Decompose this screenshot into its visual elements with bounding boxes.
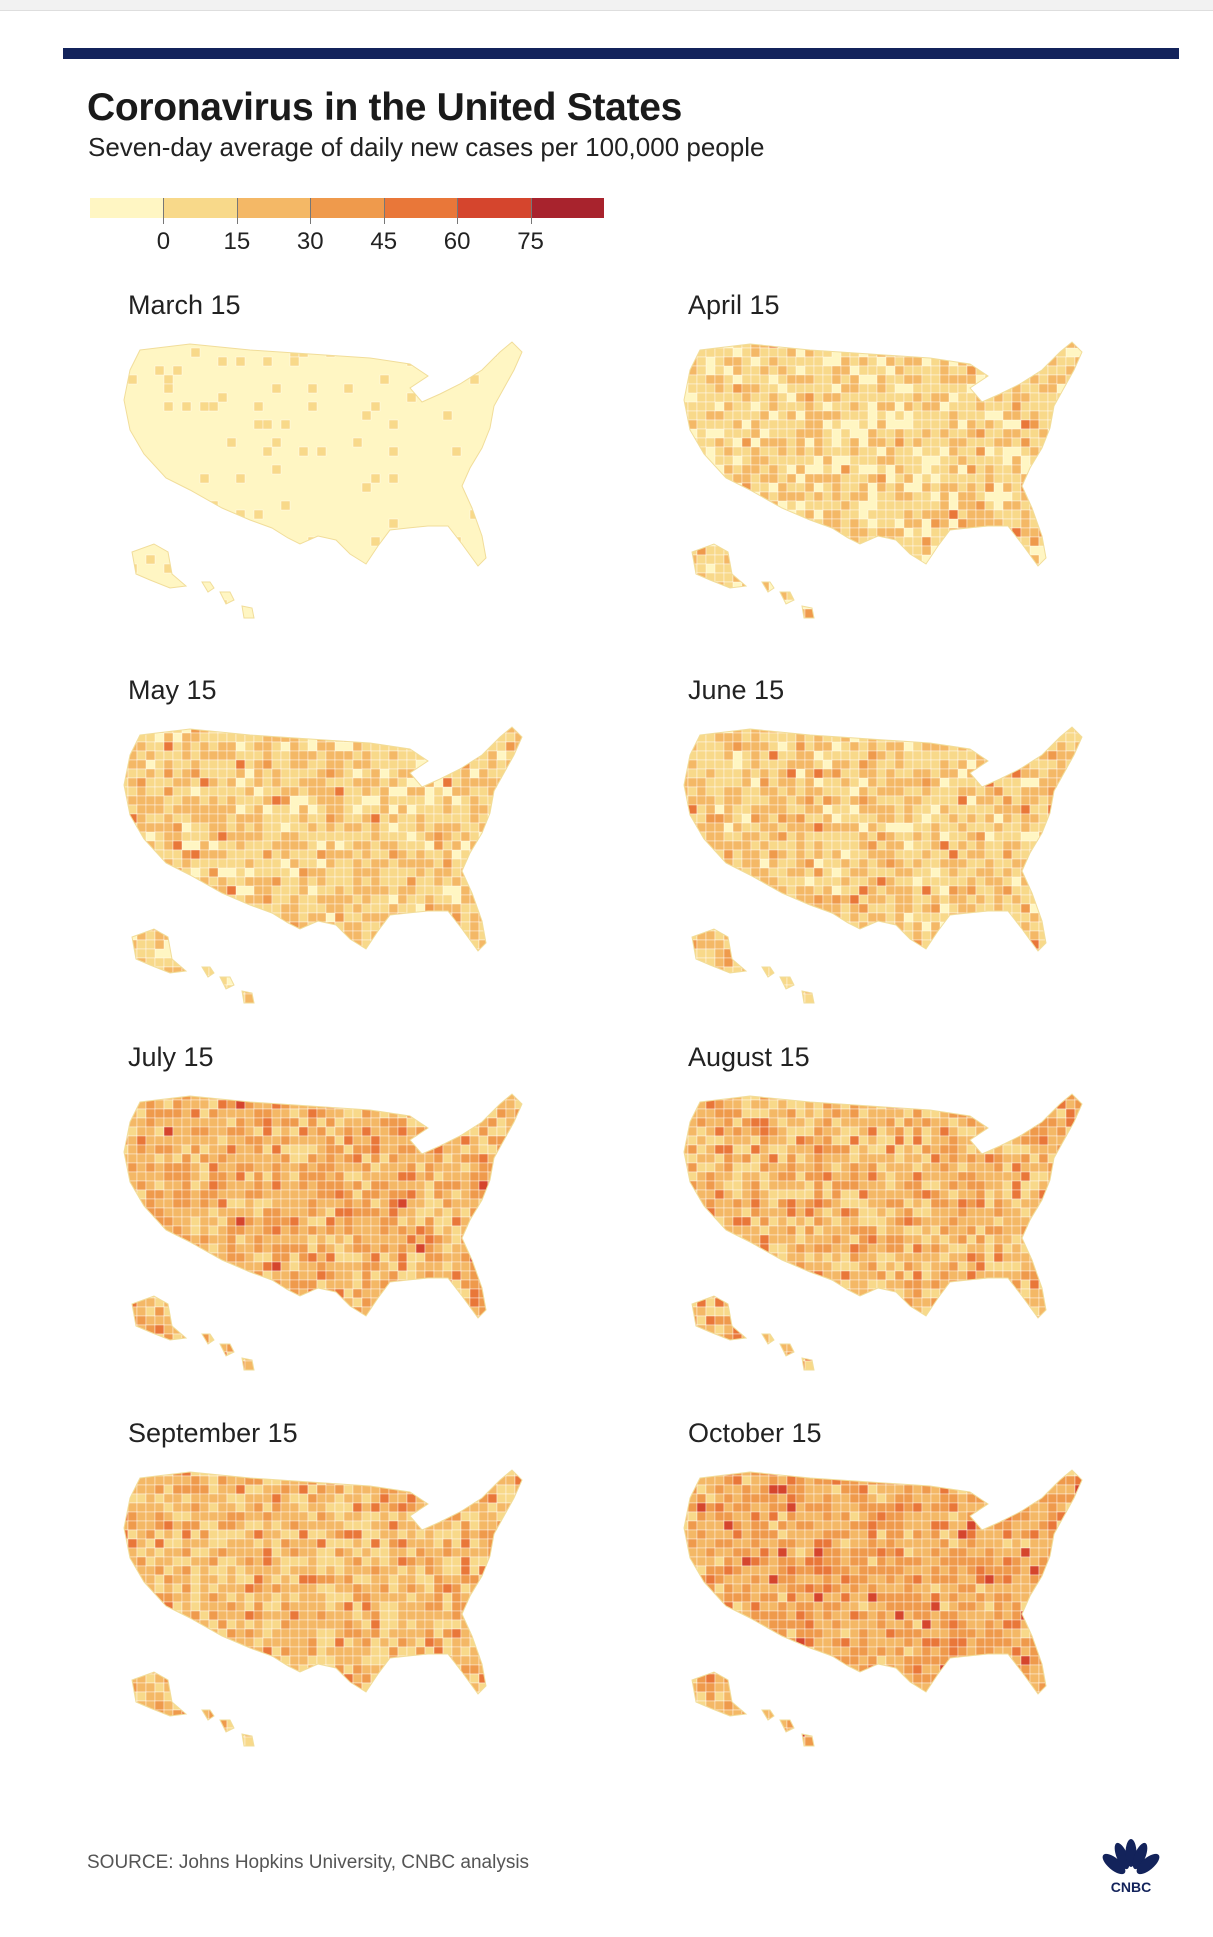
map-panel-label: April 15 [688,290,780,320]
map-outline [123,726,523,1004]
map-panel: October 15 [650,1418,1130,1778]
map-outline [123,1469,523,1747]
legend-tick [530,198,532,224]
map-panel: September 15 [90,1418,570,1778]
logo-text: CNBC [1111,1879,1151,1894]
map-panel-label: May 15 [128,675,217,705]
map-outline [123,1093,523,1371]
map-panel: March 15 [90,290,570,650]
us-county-map [123,1469,523,1747]
map-outline [683,1469,1083,1747]
us-county-map [683,726,1083,1004]
county-cells [124,1094,522,1370]
legend-label: 75 [517,228,544,255]
county-cells [124,1470,522,1746]
map-panel-label: July 15 [128,1042,214,1072]
map-panel: April 15 [650,290,1130,650]
county-cells [684,1094,1082,1370]
map-outline [123,341,523,619]
map-panel-label: March 15 [128,290,241,320]
map-panel: June 15 [650,675,1130,1035]
chart-subtitle: Seven-day average of daily new cases per… [88,132,765,162]
legend-swatch-0 [90,198,164,218]
us-county-map [123,726,523,1004]
us-county-map [683,341,1083,619]
map-panel: May 15 [90,675,570,1035]
us-county-map [123,341,523,619]
legend-tick [163,198,165,224]
legend-swatch-5 [457,198,531,218]
map-panel-label: June 15 [688,675,785,705]
map-panel-label: August 15 [688,1042,810,1072]
legend-label: 15 [223,228,251,255]
peacock-icon: CNBC [1102,1839,1160,1895]
map-outline [683,726,1083,1004]
legend-swatch-6 [530,198,604,218]
map-panel: August 15 [650,1042,1130,1402]
chart-title: Coronavirus in the United States [87,86,682,129]
header-accent-bar [63,48,1179,59]
legend-tick [236,198,238,224]
legend-tick [383,198,385,224]
legend-swatch-4 [383,198,458,218]
legend-label: 30 [296,228,324,255]
map-outline [683,1093,1083,1371]
map-panel: July 15 [90,1042,570,1402]
legend-tick [310,198,312,224]
legend-tick [457,198,459,224]
us-county-map [683,1469,1083,1747]
legend-swatch-2 [236,198,311,218]
map-panel-label: October 15 [688,1418,822,1448]
map-panel-label: September 15 [128,1418,298,1448]
us-county-map [123,1093,523,1371]
map-outline [683,341,1083,619]
county-cells [684,1470,1082,1746]
legend-label: 60 [443,228,471,255]
color-legend: 0 15 30 45 60 75 [90,198,604,258]
legend-color-bar [90,198,604,218]
us-county-map [683,1093,1083,1371]
top-rule [0,0,1213,11]
legend-label: 45 [370,228,398,255]
cnbc-logo: CNBC [1096,1838,1166,1895]
map-base-shape [124,342,522,618]
legend-swatch-3 [310,198,384,218]
legend-swatch-1 [163,198,237,218]
source-note: SOURCE: Johns Hopkins University, CNBC a… [87,1852,530,1873]
legend-label: 0 [156,228,171,255]
